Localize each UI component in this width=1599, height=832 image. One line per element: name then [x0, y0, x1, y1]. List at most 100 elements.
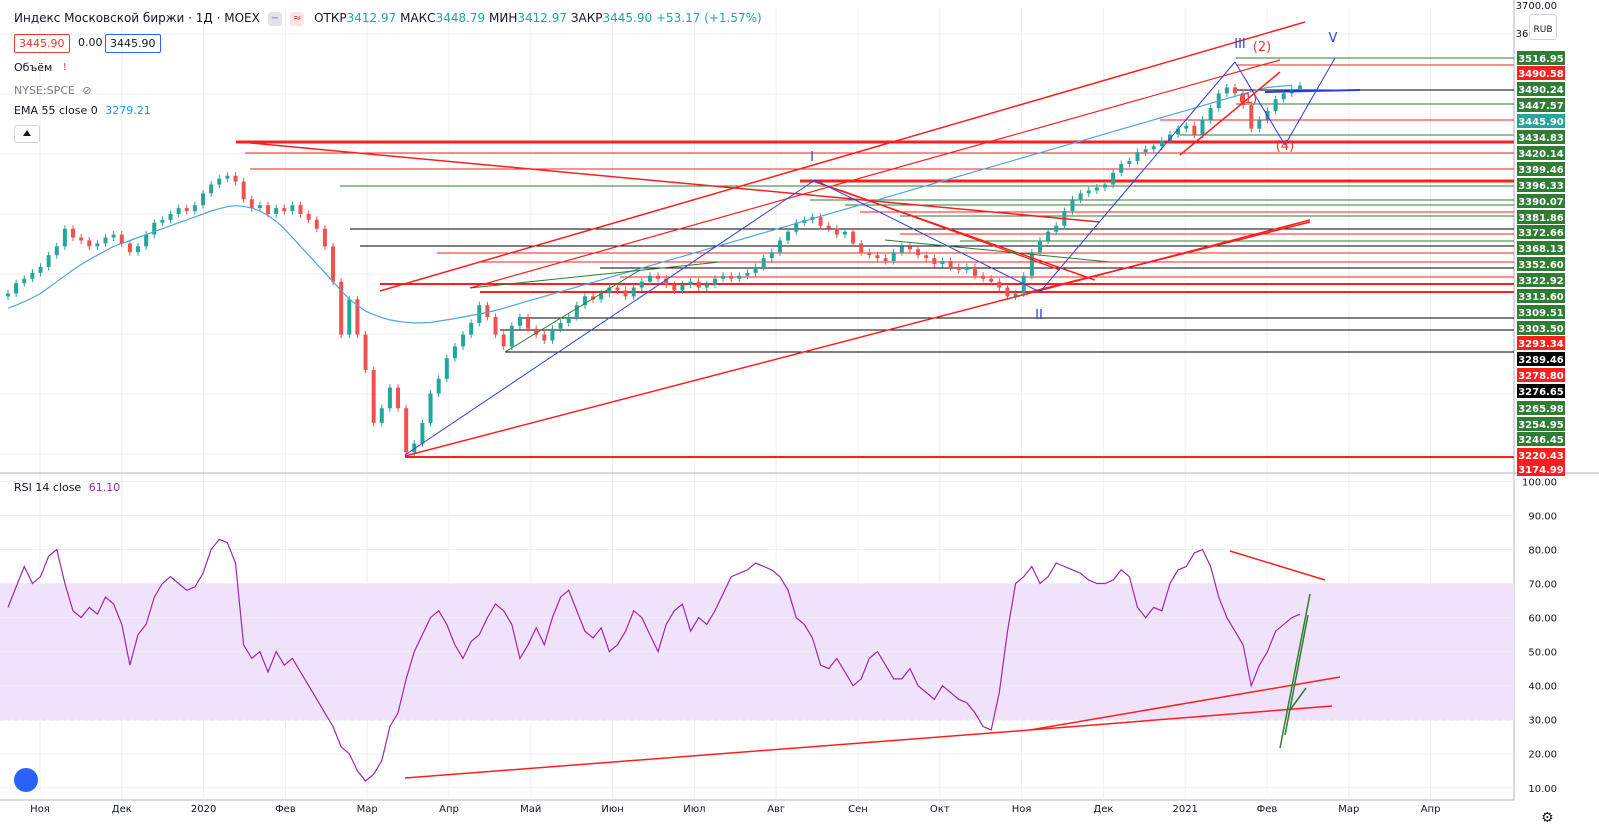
price-label: 3289.46	[1518, 355, 1564, 366]
price-label-bg	[1517, 257, 1565, 271]
trend-line	[1234, 61, 1286, 146]
candle-body	[1070, 199, 1075, 212]
candle-body	[274, 208, 279, 214]
wave-label: (4)	[1276, 139, 1294, 154]
price-label-bg	[1517, 146, 1565, 160]
price-label-bg	[1517, 289, 1565, 303]
rsi-tick-label: 90.00	[1528, 511, 1557, 522]
candle-body	[972, 266, 977, 276]
ohlc-open: ОТКР3412.97	[314, 11, 397, 25]
candle-body	[461, 334, 466, 347]
candle-body	[347, 299, 352, 335]
x-tick-label: Июл	[683, 804, 705, 815]
candle-body	[282, 208, 287, 212]
collapse-legend-button[interactable]	[14, 125, 40, 143]
candle-body	[1273, 99, 1278, 111]
candle-body	[1127, 161, 1132, 164]
price-label: 3303.50	[1518, 324, 1564, 335]
currency-label: RUB	[1533, 25, 1553, 35]
gear-icon[interactable]: ⚙	[1541, 810, 1554, 826]
price-label: 3254.95	[1518, 420, 1564, 431]
wave-label: I	[810, 150, 814, 165]
candle-body	[54, 246, 59, 256]
candle-body	[14, 283, 19, 294]
candle-body	[639, 281, 644, 288]
candle-body	[704, 284, 709, 288]
candle-body	[851, 231, 856, 244]
price-label-bg	[1517, 178, 1565, 192]
candle-body	[964, 266, 969, 270]
candle-body	[826, 225, 831, 229]
candle-body	[1119, 163, 1124, 173]
ask-price-box[interactable]: 3445.90	[105, 34, 161, 53]
price-label-bg	[1517, 305, 1565, 319]
candle-body	[591, 296, 596, 300]
candle-body	[1200, 119, 1205, 135]
candle-body	[1013, 293, 1018, 297]
candle-body	[428, 393, 433, 423]
ema-legend[interactable]: EMA 55 close 0 3279.21	[14, 104, 151, 117]
candle-body	[1257, 119, 1262, 129]
candle-body	[306, 213, 311, 220]
trend-line	[884, 239, 1111, 263]
currency-button[interactable]: RUB	[1529, 14, 1557, 40]
candle-body	[1094, 187, 1099, 191]
candle-body	[712, 278, 717, 285]
bid-price-box[interactable]: 3445.90	[14, 34, 70, 53]
candle-body	[737, 275, 742, 279]
rsi-value: 61.10	[88, 481, 121, 494]
hidden-eye-icon[interactable]: ⊘	[82, 84, 92, 97]
candle-body	[62, 228, 67, 247]
compare-legend[interactable]: NYSE:SPCE ⊘	[14, 84, 92, 97]
candle-body	[875, 255, 880, 259]
price-label: 3490.24	[1518, 85, 1564, 96]
warning-icon[interactable]: !	[62, 62, 67, 73]
minus-badge[interactable]: −	[267, 11, 283, 26]
candle-body	[1224, 87, 1229, 94]
candle-body	[599, 293, 604, 300]
candle-body	[1208, 108, 1213, 120]
candle-body	[534, 328, 539, 335]
candle-body	[241, 181, 246, 200]
candle-body	[517, 316, 522, 326]
candle-body	[371, 369, 376, 423]
wave-label: (2)	[1253, 40, 1271, 55]
candle-body	[103, 237, 108, 244]
wave-label: V	[1329, 31, 1338, 46]
candle-body	[794, 222, 799, 232]
trend-line	[1179, 71, 1281, 156]
candle-body	[266, 205, 271, 214]
rsi-legend[interactable]: RSI 14 close 61.10	[14, 481, 120, 494]
price-label-bg	[1517, 114, 1565, 128]
candle-body	[526, 316, 531, 329]
candle-body	[1021, 275, 1026, 294]
price-label-bg	[1517, 417, 1565, 431]
candle-body	[761, 258, 766, 267]
x-tick-label: Ноя	[1012, 804, 1032, 815]
tradingview-logo-icon[interactable]	[14, 768, 38, 792]
trend-line	[814, 179, 1041, 293]
candle-body	[95, 243, 100, 247]
candle-body	[867, 252, 872, 256]
candle-body	[152, 222, 157, 235]
price-label-bg	[1517, 98, 1565, 112]
candle-body	[249, 199, 254, 209]
wave-badge[interactable]: ≈	[289, 11, 305, 26]
candle-body	[729, 275, 734, 279]
candle-body	[1078, 193, 1083, 200]
candle-body	[1249, 105, 1254, 129]
price-label: 3220.43	[1518, 451, 1564, 462]
candle-body	[22, 278, 27, 284]
volume-legend[interactable]: Объём !	[14, 61, 70, 75]
candle-body	[1151, 146, 1156, 150]
candle-body	[981, 275, 986, 279]
price-label-bg	[1517, 336, 1565, 350]
candle-body	[387, 387, 392, 409]
symbol-title[interactable]: Индекс Московской биржи · 1Д · MOEX	[14, 11, 260, 25]
price-label: 3265.98	[1518, 404, 1564, 415]
x-tick-label: 2020	[191, 804, 216, 815]
x-tick-label: Апр	[1421, 804, 1441, 815]
trend-line	[469, 261, 721, 289]
candle-body	[509, 325, 514, 347]
